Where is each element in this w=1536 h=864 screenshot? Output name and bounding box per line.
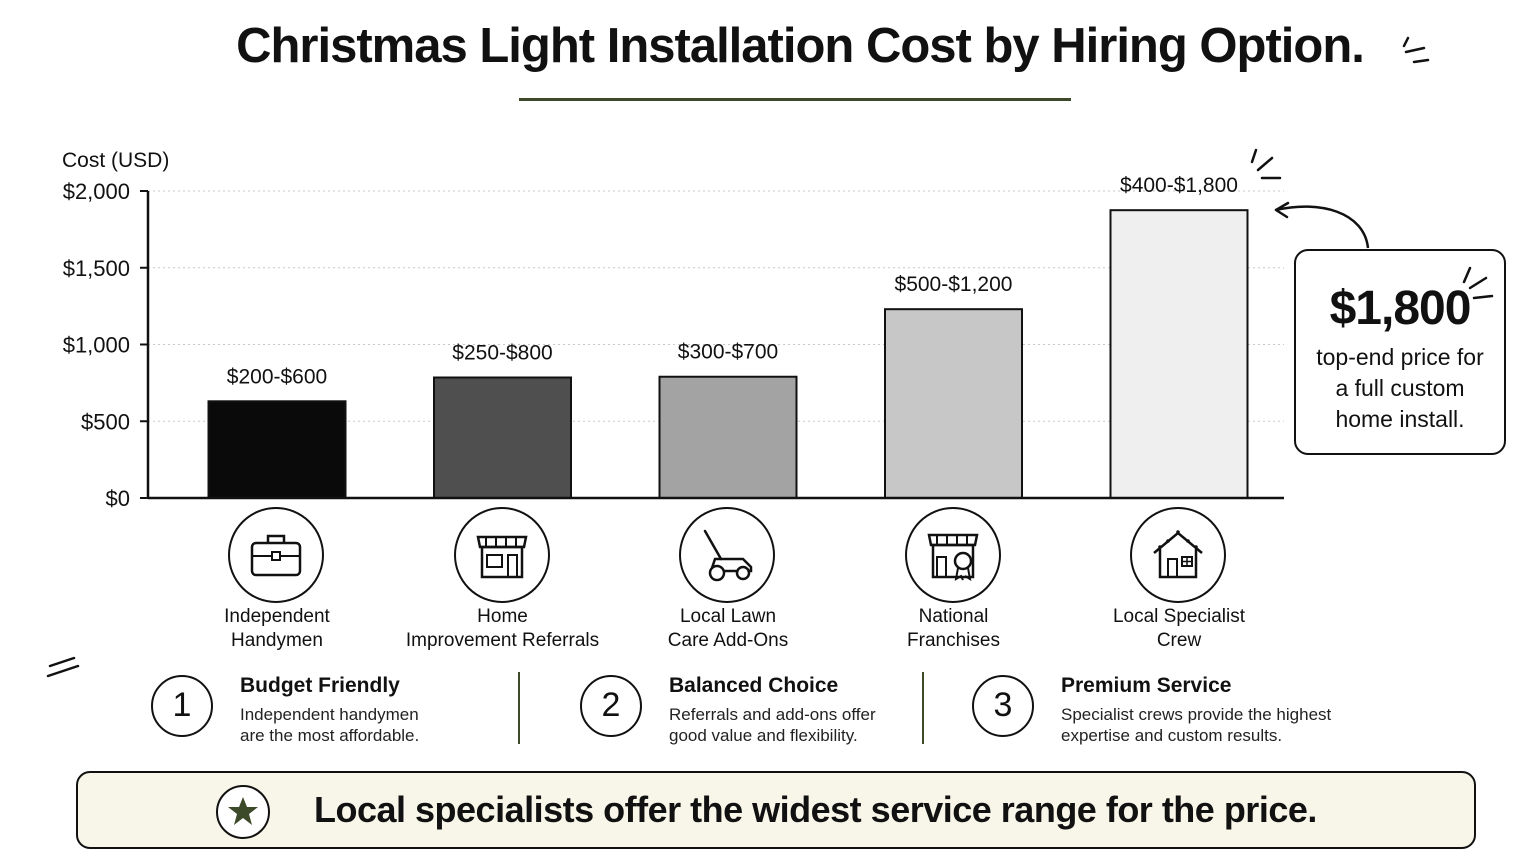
callout-arrow [1274,201,1370,249]
bar-data-label: $200-$600 [227,365,327,388]
y-tick-label: $2,000 [63,179,130,204]
x-tick-label-line: Improvement Referrals [405,630,600,651]
x-tick-label: Home Improvement Referrals [383,605,623,653]
number-badge: 3 [972,675,1034,737]
x-tick-label-line: Independent [224,606,330,627]
takeaway-title: Balanced Choice [669,674,839,697]
x-tick-label-line: Care Add-Ons [667,630,789,651]
page-title: Christmas Light Installation Cost by Hir… [236,19,1365,73]
summary-banner: Local specialists offer the widest servi… [76,771,1476,849]
x-tick-label: Local Specialist Crew [1059,605,1299,653]
callout-box: $1,800 top-end price for a full custom h… [1294,249,1506,455]
bar [207,400,347,500]
callout-value: $1,800 [1329,282,1472,335]
bar-chart: $200-$600 $250-$800 $300-$700 $500-$1,200 $4… [62,149,1284,510]
takeaway-title: Premium Service [1061,674,1232,697]
bar [884,308,1023,499]
storefront-icon [453,507,550,603]
sparkle-doodle [46,656,80,678]
franchise-store-icon [904,507,1001,603]
bar [1109,209,1249,499]
takeaway-text: Specialist crews provide the highest exp… [1061,705,1332,745]
x-tick-label-line: Crew [1156,630,1202,651]
y-tick-label: $0 [106,486,130,510]
y-tick-label: $1,500 [63,256,130,281]
x-tick-label: Independent Handymen [157,605,397,653]
house-lights-icon [1130,507,1226,603]
sparkle-doodle [1250,148,1282,180]
bar-data-label: $400-$1,800 [1120,174,1238,197]
title-underline [519,98,1071,101]
bar [433,376,572,499]
divider [518,672,520,744]
star-icon [216,785,270,839]
number-badge: 2 [580,675,642,737]
takeaway-title: Budget Friendly [240,674,400,697]
y-axis-label: Cost (USD) [62,149,169,172]
divider [922,672,924,744]
bar-data-label: $300-$700 [678,341,778,364]
x-tick-label: National Franchises [834,605,1074,653]
toolbox-icon [228,507,324,603]
number-badge: 1 [151,675,213,737]
bar-data-label: $500-$1,200 [895,273,1013,296]
x-tick-label-line: Local Specialist [1112,606,1246,627]
x-tick-label-line: National [918,606,989,627]
banner-text: Local specialists offer the widest servi… [314,789,1317,830]
sparkle-doodle [1402,36,1430,64]
takeaway-text: Independent handymen are the most afford… [240,705,420,745]
y-tick-label: $500 [81,409,130,434]
x-tick-label-line: Handymen [231,630,323,651]
x-tick-label-line: Home [477,606,528,627]
takeaway-text: Referrals and add-ons offer good value a… [669,705,876,745]
x-tick-label-line: Franchises [907,630,1000,651]
bar [658,375,798,499]
callout-text: top-end price for a full custom home ins… [1316,344,1484,432]
sparkle-doodle [1462,266,1494,300]
x-tick-label: Local Lawn Care Add-Ons [608,605,848,653]
lawn-mower-icon [679,507,775,603]
y-tick-label: $1,000 [63,333,130,358]
bar-data-label: $250-$800 [452,342,552,365]
x-tick-label-line: Local Lawn [679,606,777,627]
